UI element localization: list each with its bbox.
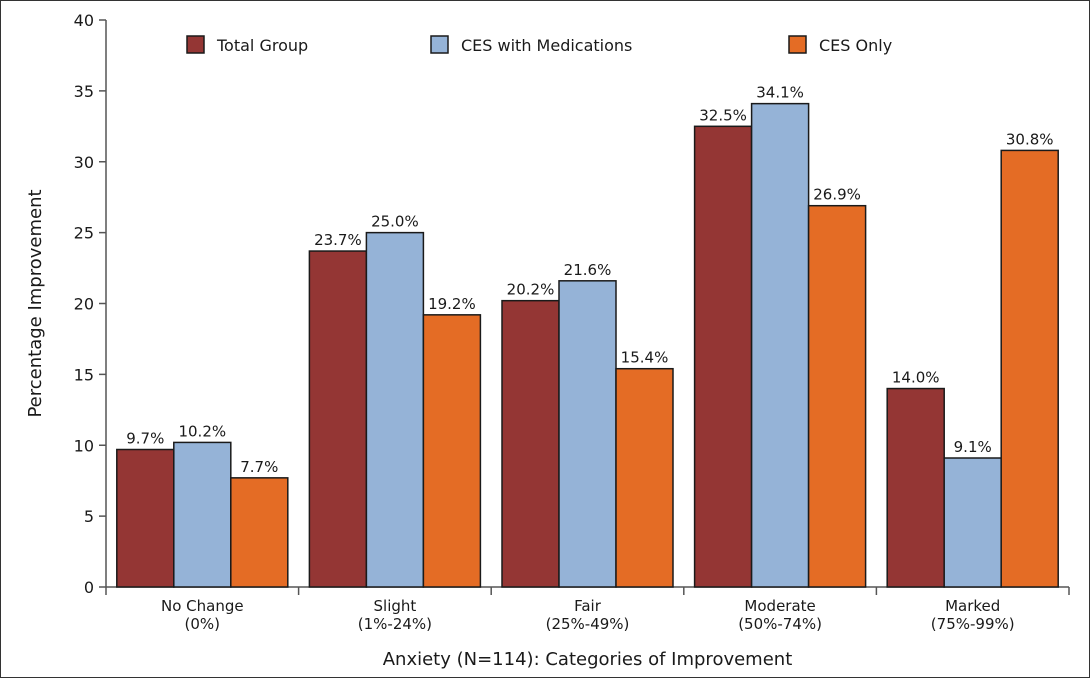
data-label: 10.2% (178, 422, 226, 440)
y-tick-label: 15 (74, 365, 94, 384)
y-axis-title: Percentage Improvement (25, 189, 46, 417)
data-label: 34.1% (756, 84, 804, 102)
legend-label: Total Group (216, 36, 308, 55)
x-category-label: (75%-99%) (931, 615, 1015, 633)
x-axis: No Change(0%) Slight(1%-24%) Fair(25%-49%)… (105, 586, 1070, 633)
x-category-label: Fair (574, 597, 602, 615)
bar (230, 477, 289, 588)
data-label: 21.6% (564, 261, 612, 279)
y-tick-label: 25 (74, 224, 94, 243)
x-category-label: (50%-74%) (738, 615, 822, 633)
bar (422, 314, 482, 588)
y-tick-label: 35 (74, 82, 94, 101)
data-label: 25.0% (371, 213, 419, 231)
bar (886, 387, 945, 588)
bar (558, 280, 617, 588)
x-category-label: Marked (945, 597, 1000, 615)
y-tick-label: 0 (84, 578, 94, 597)
y-tick-label: 40 (74, 11, 94, 30)
data-label: 23.7% (314, 231, 362, 249)
bar (365, 231, 425, 588)
data-label: 14.0% (892, 369, 940, 387)
x-category-label: No Change (161, 597, 244, 615)
legend-item: CES with Medications (430, 35, 632, 55)
data-label: 7.7% (240, 458, 278, 476)
bar (615, 367, 674, 588)
bar (173, 441, 232, 588)
data-label: 9.1% (954, 438, 992, 456)
data-label: 32.5% (699, 106, 747, 124)
bar (501, 299, 560, 588)
legend: Total Group CES with Medications CES Only (186, 35, 892, 55)
y-tick-label: 30 (74, 153, 94, 172)
x-category-label: (25%-49%) (546, 615, 630, 633)
y-tick-label: 20 (74, 295, 94, 314)
x-axis-title: Anxiety (N=114): Categories of Improveme… (383, 649, 793, 670)
legend-swatch (430, 35, 449, 54)
legend-item: CES Only (788, 35, 892, 55)
x-category-label: (1%-24%) (358, 615, 432, 633)
data-labels: 9.7% 23.7% 20.2% 32.5% 14.0% 10.2% 25.0% 21.6% 3… (126, 84, 1053, 476)
data-label: 30.8% (1006, 130, 1054, 148)
x-category-label: Slight (374, 597, 417, 615)
x-category-label: Moderate (744, 597, 815, 615)
data-label: 20.2% (507, 281, 555, 299)
legend-item: Total Group (186, 35, 308, 55)
y-tick-label: 10 (74, 436, 94, 455)
data-label: 26.9% (813, 186, 861, 204)
bar (750, 102, 810, 588)
bar (693, 125, 753, 588)
x-category-label: (0%) (185, 615, 221, 633)
y-axis: 0 5 10 15 20 25 30 35 40 (74, 11, 107, 597)
bar (943, 457, 1002, 588)
legend-swatch (186, 35, 205, 54)
data-label: 19.2% (428, 295, 476, 313)
legend-label: CES with Medications (461, 36, 632, 55)
legend-swatch (788, 35, 807, 54)
data-label: 15.4% (621, 349, 669, 367)
bar (116, 448, 175, 588)
y-tick-label: 5 (84, 507, 94, 526)
bar (807, 204, 867, 588)
data-label: 9.7% (126, 430, 164, 448)
bar (1000, 149, 1059, 588)
bar (308, 250, 368, 588)
legend-label: CES Only (819, 36, 892, 55)
bars (116, 102, 1059, 588)
